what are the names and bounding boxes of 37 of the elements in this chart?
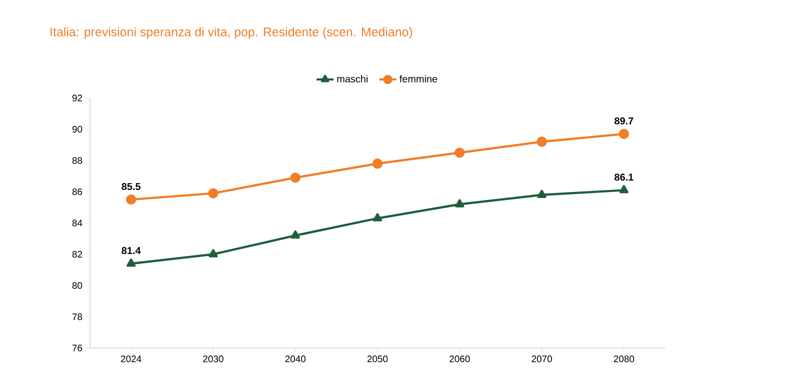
point — [618, 128, 630, 140]
x-tick-label: 2080 — [614, 356, 634, 362]
point — [208, 188, 218, 198]
chart-title: Italia: previsioni speranza di vita, pop. Residente (scen. Mediano) — [50, 27, 412, 39]
y-tick-label: 82 — [72, 250, 82, 258]
point — [290, 172, 300, 183]
point — [372, 213, 382, 222]
x-tick-label: 2050 — [367, 356, 388, 362]
x-tick-label: 2070 — [532, 356, 552, 362]
legend-label: maschi — [337, 75, 368, 82]
point — [536, 136, 547, 147]
y-tick-label: 86 — [72, 188, 82, 196]
point — [537, 190, 546, 198]
data-label: 85.5 — [122, 182, 140, 190]
x-tick-label: 2024 — [121, 356, 142, 362]
y-tick-label: 92 — [72, 94, 82, 102]
data-label: 86.1 — [614, 174, 634, 181]
data-label: 81.4 — [122, 247, 141, 254]
point — [455, 199, 464, 208]
point — [454, 148, 465, 158]
y-tick-label: 90 — [72, 126, 82, 133]
y-tick-label: 80 — [72, 282, 82, 289]
point — [372, 158, 383, 169]
point — [126, 258, 136, 267]
legend-label: femmine — [400, 75, 438, 82]
y-tick-label: 88 — [72, 157, 82, 164]
point — [208, 249, 218, 258]
point — [126, 194, 136, 205]
x-tick-label: 2060 — [450, 356, 470, 362]
y-tick-label: 78 — [72, 313, 82, 320]
x-tick-label: 2040 — [285, 356, 306, 362]
point — [619, 185, 629, 194]
data-label: 89.7 — [614, 117, 634, 124]
y-tick-label: 84 — [72, 220, 82, 226]
point — [290, 230, 300, 239]
y-tick-label: 76 — [72, 344, 82, 352]
x-tick-label: 2030 — [203, 356, 224, 362]
